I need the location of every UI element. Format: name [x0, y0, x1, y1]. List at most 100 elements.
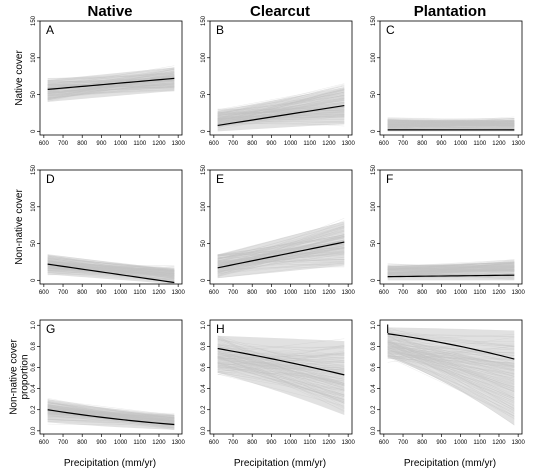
x-tick-label: 1200 — [492, 141, 506, 147]
x-ticks: 600 700 800 900 1000 1100 1200 1300 — [39, 434, 185, 446]
x-tick-label: 800 — [417, 141, 428, 147]
draw-line — [387, 351, 515, 353]
panel-frame — [39, 319, 183, 435]
draw-line — [217, 91, 345, 119]
panel-D: D 600 700 800 900 1000 1100 1200 1300 0 50 100 150 — [31, 164, 185, 296]
draw-line — [387, 342, 515, 425]
draw-line — [217, 339, 345, 356]
x-tick-label: 1200 — [152, 141, 166, 147]
draw-line — [217, 83, 345, 115]
draw-line — [217, 259, 345, 264]
draw-line — [217, 118, 345, 120]
panel-frame — [379, 20, 523, 136]
draw-line — [387, 333, 515, 337]
plot-area — [47, 65, 175, 102]
x-tick-label: 900 — [96, 290, 107, 296]
y-tick-label: 150 — [31, 15, 37, 26]
draw-line — [217, 221, 345, 256]
draw-line — [217, 372, 345, 375]
panel-frame — [39, 169, 183, 285]
y-tick-label: 0 — [201, 129, 207, 133]
draw-line — [47, 75, 175, 79]
draw-line — [387, 336, 515, 347]
y-tick-label: 1.0 — [201, 320, 207, 329]
y-tick-label: 0.8 — [371, 342, 377, 351]
x-tick-label: 1300 — [341, 290, 355, 296]
y-tick-label: 0.2 — [371, 405, 377, 414]
draw-line — [217, 350, 345, 391]
draw-line — [387, 334, 515, 409]
draw-line — [217, 352, 345, 373]
draw-line — [47, 260, 175, 283]
x-tick-label: 1300 — [341, 440, 355, 446]
x-tick-label: 1300 — [511, 141, 525, 147]
x-tick-label: 1200 — [322, 440, 336, 446]
y-tick-label: 50 — [31, 91, 37, 98]
draw-line — [217, 251, 345, 270]
draw-line — [387, 117, 515, 122]
x-tick-label: 900 — [436, 440, 447, 446]
y-tick-label: 50 — [371, 91, 377, 98]
draw-line — [387, 346, 515, 365]
draw-line — [217, 357, 345, 363]
x-tick-label: 800 — [77, 290, 88, 296]
x-tick-label: 1000 — [284, 440, 298, 446]
draw-line — [217, 98, 345, 121]
draw-line — [217, 366, 345, 403]
draw-line — [387, 352, 515, 419]
draw-line — [217, 338, 345, 355]
draw-line — [47, 259, 175, 279]
x-tick-label: 700 — [398, 290, 409, 296]
x-tick-label: 700 — [58, 290, 69, 296]
y-ticks: 0 50 100 150 — [201, 15, 210, 133]
x-tick-label: 1000 — [454, 440, 468, 446]
x-tick-label: 1300 — [171, 290, 185, 296]
x-tick-label: 1100 — [133, 141, 147, 147]
draw-line — [217, 102, 345, 116]
draw-line — [217, 356, 345, 376]
y-tick-label: 1.0 — [371, 320, 377, 329]
posterior-draws — [387, 327, 515, 425]
draw-line — [217, 116, 345, 127]
draw-line — [387, 347, 515, 402]
draw-line — [47, 403, 175, 419]
draw-line — [387, 269, 515, 275]
x-tick-label: 600 — [379, 440, 390, 446]
draw-line — [387, 119, 515, 125]
draw-line — [47, 77, 175, 83]
y-tick-label: 0.4 — [31, 384, 37, 393]
draw-line — [217, 223, 345, 260]
x-tick-label: 700 — [228, 440, 239, 446]
draw-line — [217, 93, 345, 121]
draw-line — [217, 353, 345, 363]
y-tick-label: 0 — [31, 129, 37, 133]
posterior-draws — [217, 218, 345, 279]
draw-line — [47, 423, 175, 426]
draw-line — [47, 413, 175, 422]
y-tick-label: 150 — [201, 15, 207, 26]
x-tick-label: 1100 — [473, 440, 487, 446]
mean-line — [47, 77, 175, 90]
plot-area — [47, 398, 175, 430]
x-tick-label: 1100 — [133, 440, 147, 446]
draw-line — [217, 95, 345, 116]
draw-line — [217, 365, 345, 385]
y-tick-label: 0.6 — [371, 363, 377, 372]
draw-line — [217, 350, 345, 385]
credible-band — [47, 254, 175, 284]
column-titles: Native Clearcut Plantation — [87, 3, 486, 20]
y-tick-label: 0.6 — [201, 363, 207, 372]
draw-line — [47, 75, 175, 88]
x-tick-label: 1300 — [511, 440, 525, 446]
draw-line — [387, 262, 515, 267]
y-tick-label: 100 — [201, 52, 207, 63]
mean-line — [47, 263, 175, 284]
y-tick-label: 0.2 — [31, 405, 37, 414]
draw-line — [217, 355, 345, 361]
panel-frame — [379, 169, 523, 285]
plot-area — [387, 259, 515, 281]
plot-area — [47, 254, 175, 284]
x-tick-label: 1200 — [492, 290, 506, 296]
x-tick-label: 900 — [266, 440, 277, 446]
